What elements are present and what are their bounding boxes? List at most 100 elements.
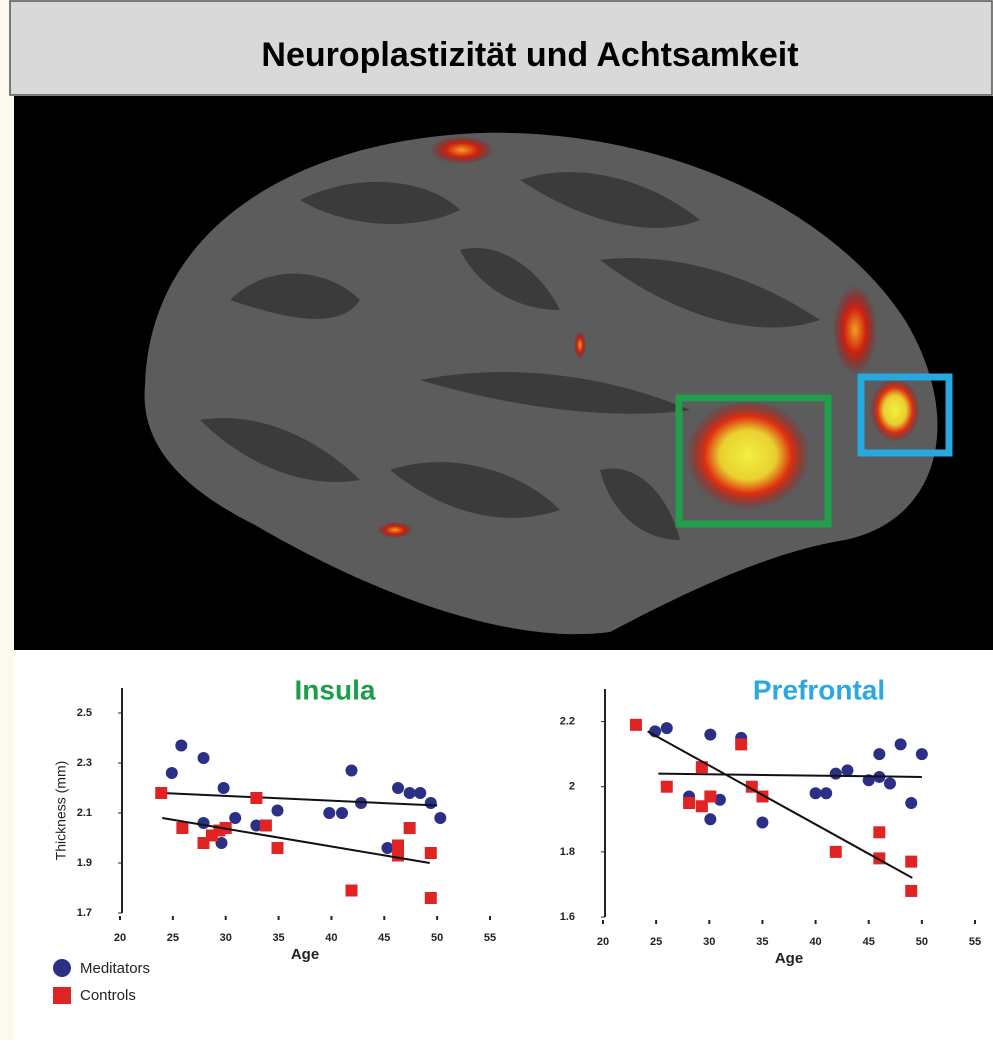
point xyxy=(392,849,405,862)
title-bar xyxy=(9,0,993,96)
point xyxy=(713,793,726,806)
brain-image xyxy=(14,96,993,650)
x-tick-label: 55 xyxy=(969,936,981,948)
point xyxy=(392,839,405,852)
series xyxy=(162,739,447,854)
point xyxy=(629,718,642,731)
point xyxy=(735,738,748,751)
point xyxy=(905,855,918,868)
point xyxy=(873,748,886,761)
point xyxy=(414,787,427,799)
point xyxy=(841,764,854,777)
point xyxy=(660,722,673,735)
y-axis-label: Thickness (mm) xyxy=(53,761,69,861)
series xyxy=(155,787,437,904)
x-tick-label: 25 xyxy=(650,936,662,948)
point xyxy=(704,790,717,803)
slide-title: Neuroplastizität und Achtsamkeit xyxy=(261,36,798,74)
point xyxy=(197,752,210,764)
trend-line xyxy=(658,772,922,778)
y-tick-label: 2.1 xyxy=(77,807,92,819)
point xyxy=(175,739,188,752)
chart: Prefrontal 1.6 1.8 2 2.2 20 25 30 35 40 45 50 55 Age xyxy=(560,674,981,967)
y-tick-label: 2.3 xyxy=(77,757,92,769)
x-axis-label: Age xyxy=(775,950,803,967)
point xyxy=(434,812,447,824)
point xyxy=(229,812,242,824)
point xyxy=(424,847,437,859)
chart-title: Prefrontal xyxy=(753,674,885,705)
legend-label: Controls xyxy=(80,987,136,1004)
point xyxy=(424,892,437,904)
point xyxy=(271,842,284,854)
point xyxy=(660,780,673,793)
legend: Meditators Controls xyxy=(53,959,150,1004)
point xyxy=(250,819,263,832)
point xyxy=(756,816,769,829)
y-tick-label: 1.8 xyxy=(560,846,575,858)
point xyxy=(829,845,842,858)
point xyxy=(820,787,833,800)
x-tick-label: 45 xyxy=(378,932,390,944)
point xyxy=(259,819,272,832)
trend-line xyxy=(647,730,913,879)
legend-marker xyxy=(53,959,71,977)
y-tick-label: 2 xyxy=(569,781,575,793)
point xyxy=(704,813,717,826)
x-tick-label: 35 xyxy=(756,936,768,948)
point xyxy=(336,807,348,819)
point xyxy=(683,797,696,809)
chart-title: Insula xyxy=(295,674,376,705)
x-tick-label: 40 xyxy=(325,932,337,944)
x-tick-label: 30 xyxy=(703,936,715,948)
point xyxy=(217,782,230,794)
y-tick-label: 1.7 xyxy=(77,907,92,919)
x-tick-label: 25 xyxy=(167,932,179,944)
legend-label: Meditators xyxy=(80,960,150,977)
x-axis-label: Age xyxy=(291,946,319,963)
point xyxy=(345,764,358,777)
point xyxy=(905,797,918,809)
point xyxy=(155,787,168,799)
y-tick-label: 2.2 xyxy=(560,715,575,727)
x-tick-label: 30 xyxy=(220,932,232,944)
point xyxy=(695,761,708,774)
point xyxy=(250,792,263,804)
point xyxy=(381,842,394,854)
point xyxy=(905,884,918,897)
point xyxy=(829,767,842,780)
y-tick-label: 1.6 xyxy=(560,911,575,923)
x-tick-label: 40 xyxy=(809,936,821,948)
point xyxy=(323,807,336,819)
point xyxy=(883,777,896,790)
point xyxy=(403,787,416,799)
point xyxy=(894,738,907,751)
point xyxy=(704,728,717,741)
point xyxy=(809,787,822,800)
point xyxy=(873,826,886,839)
point xyxy=(215,837,228,849)
point xyxy=(424,797,437,809)
series xyxy=(629,718,918,897)
charts: Insula 1.7 1.9 2.1 2.3 2.5 20 25 30 35 40 45 50 55 Age… xyxy=(53,674,981,967)
y-tick-label: 2.5 xyxy=(77,707,92,719)
x-tick-label: 20 xyxy=(114,932,126,944)
x-tick-label: 55 xyxy=(484,932,496,944)
trend-line xyxy=(162,817,430,864)
point xyxy=(915,748,928,761)
legend-marker xyxy=(53,987,71,1004)
y-tick-label: 1.9 xyxy=(77,857,92,869)
point xyxy=(403,822,416,834)
point xyxy=(165,767,178,779)
point xyxy=(345,884,358,897)
x-tick-label: 45 xyxy=(863,936,875,948)
chart: Insula 1.7 1.9 2.1 2.3 2.5 20 25 30 35 40 45 50 55 Age… xyxy=(53,674,496,963)
trend-line xyxy=(162,792,438,807)
point xyxy=(271,804,284,817)
point xyxy=(176,822,189,834)
point xyxy=(197,817,210,829)
x-tick-label: 50 xyxy=(431,932,443,944)
x-tick-label: 50 xyxy=(916,936,928,948)
x-tick-label: 20 xyxy=(597,936,609,948)
